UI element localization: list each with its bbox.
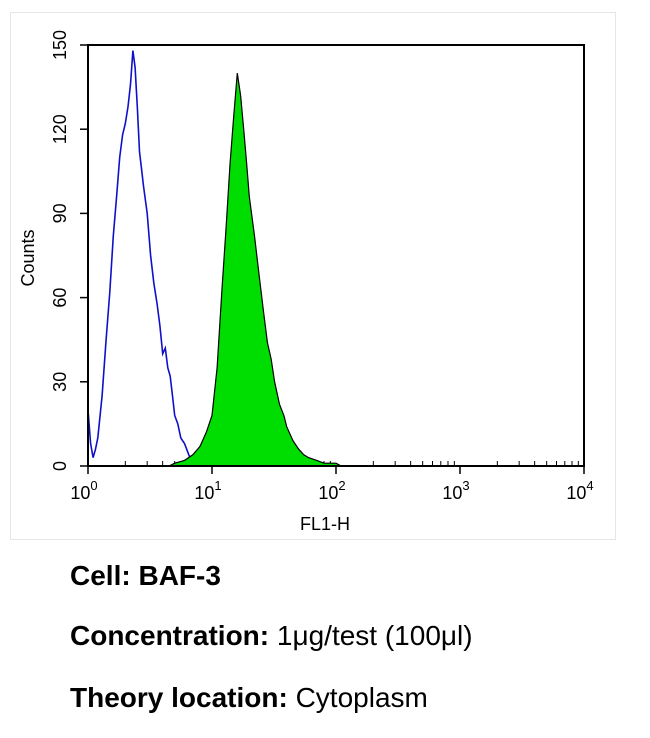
axes-box xyxy=(87,44,585,467)
series-layer xyxy=(88,50,342,466)
location-caption: Theory location: Cytoplasm xyxy=(70,682,428,714)
x-tick-label: 104 xyxy=(566,478,593,503)
concentration-value: 1μg/test (100μl) xyxy=(276,620,473,651)
y-axis-label: Counts xyxy=(18,229,38,286)
flow-cytometry-histogram: 100 101 102 103 104 0 30 60 90 120 150 FL1-H Coun… xyxy=(18,30,594,534)
y-tick-label: 60 xyxy=(50,288,70,308)
y-tick-label: 90 xyxy=(50,203,70,223)
x-tick-label: 103 xyxy=(442,478,469,503)
y-tick-labels: 0 30 60 90 120 150 xyxy=(50,30,88,471)
y-tick-label: 0 xyxy=(50,461,70,471)
x-tick-label: 101 xyxy=(194,478,221,503)
cell-value: BAF-3 xyxy=(138,560,221,591)
location-label: Theory location: xyxy=(70,682,288,713)
x-tick-labels: 100 101 102 103 104 xyxy=(70,466,594,503)
cell-caption: Cell: BAF-3 xyxy=(70,560,221,592)
y-tick-label: 150 xyxy=(50,30,70,60)
x-tick-label: 102 xyxy=(318,478,345,503)
concentration-caption: Concentration: 1μg/test (100μl) xyxy=(70,620,473,652)
x-axis-label: FL1-H xyxy=(300,514,350,534)
series-0-outline-histogram xyxy=(88,50,194,464)
cell-label: Cell: xyxy=(70,560,131,591)
x-tick-label: 100 xyxy=(70,478,97,503)
y-tick-label: 30 xyxy=(50,372,70,392)
series-1-filled-histogram xyxy=(168,73,342,466)
plot-frame xyxy=(10,12,616,540)
location-value: Cytoplasm xyxy=(295,682,428,713)
concentration-label: Concentration: xyxy=(70,620,270,651)
y-tick-label: 120 xyxy=(50,114,70,144)
